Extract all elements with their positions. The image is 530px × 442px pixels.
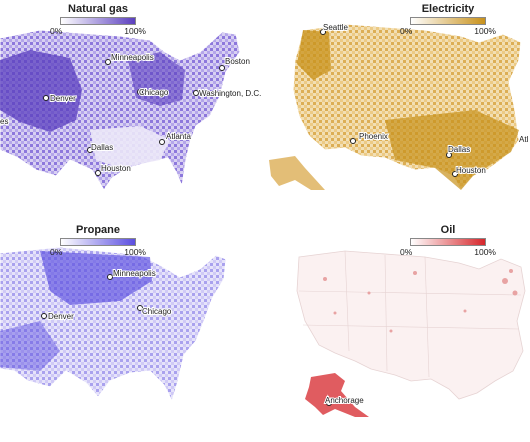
legend-gradient [60, 238, 136, 246]
legend-high-label: 100% [474, 26, 496, 36]
map-panel-oil: Anchorage Oil 0% 100% [265, 221, 530, 442]
dense-region-plains [40, 251, 152, 305]
city-markers: Minneapolis Denver Chicago [41, 268, 173, 322]
legend: Propane 0% 100% [50, 224, 146, 258]
legend-title: Propane [75, 224, 120, 236]
dense-region-southwest [0, 321, 60, 371]
city-label: Seattle [323, 23, 348, 32]
legend-title: Electricity [421, 3, 475, 15]
city-label: Phoenix [359, 132, 388, 141]
legend: Electricity 0% 100% [400, 3, 496, 37]
city-label: Chicago [139, 88, 169, 97]
legend-low-label: 0% [400, 26, 413, 36]
city-label: Dallas [448, 145, 470, 154]
legend: Natural gas 0% 100% [50, 3, 146, 37]
dense-region-west [0, 50, 82, 132]
legend-high-label: 100% [474, 247, 496, 257]
city-label: Washington, D.C. [199, 89, 261, 98]
legend-gradient [60, 17, 136, 25]
us-landmass [296, 250, 526, 400]
city-label: Denver [50, 94, 76, 103]
city-label: Houston [101, 164, 131, 173]
map-panel-electricity: Seattle Phoenix Dallas Houston Atl Elect… [265, 0, 530, 221]
city-label: Houston [456, 166, 486, 175]
dense-region-south [385, 110, 519, 190]
legend-gradient [410, 17, 486, 25]
state-borders [298, 250, 522, 378]
legend-high-label: 100% [124, 247, 146, 257]
electricity-map: Seattle Phoenix Dallas Houston Atl [269, 22, 530, 191]
oil-spots [323, 269, 518, 333]
legend-low-label: 0% [400, 247, 413, 257]
legend-gradient [410, 238, 486, 246]
light-region-south [90, 126, 170, 168]
legend-low-label: 0% [50, 247, 63, 257]
city-label: Boston [225, 57, 250, 66]
propane-map: Minneapolis Denver Chicago [0, 246, 227, 403]
city-label: Atlanta [166, 132, 191, 141]
legend-title: Oil [440, 224, 456, 236]
city-label: Denver [48, 312, 74, 321]
city-markers: Minneapolis Boston Denver Chicago Washin… [0, 52, 262, 176]
legend-low-label: 0% [50, 26, 63, 36]
oil-map: Anchorage [296, 250, 526, 417]
city-label: Minneapolis [111, 53, 154, 62]
map-panel-natural-gas: Minneapolis Boston Denver Chicago Washin… [0, 0, 265, 221]
city-markers: Seattle Phoenix Dallas Houston Atl [320, 22, 530, 177]
legend-high-label: 100% [124, 26, 146, 36]
alaska [269, 156, 325, 190]
city-markers: Anchorage [324, 395, 365, 406]
dense-region-northwest [297, 30, 331, 80]
alaska [305, 373, 369, 417]
natural-gas-map: Minneapolis Boston Denver Chicago Washin… [0, 29, 262, 191]
city-label-partial: es [0, 117, 8, 126]
legend-title: Natural gas [68, 3, 128, 15]
city-label: Minneapolis [113, 269, 156, 278]
map-panel-propane: Minneapolis Denver Chicago Propane 0% 10… [0, 221, 265, 442]
city-label: Anchorage [325, 396, 364, 405]
legend: Oil 0% 100% [400, 224, 496, 258]
city-label: Chicago [142, 307, 172, 316]
city-label: Dallas [91, 143, 113, 152]
city-label-partial: Atl [519, 135, 529, 144]
